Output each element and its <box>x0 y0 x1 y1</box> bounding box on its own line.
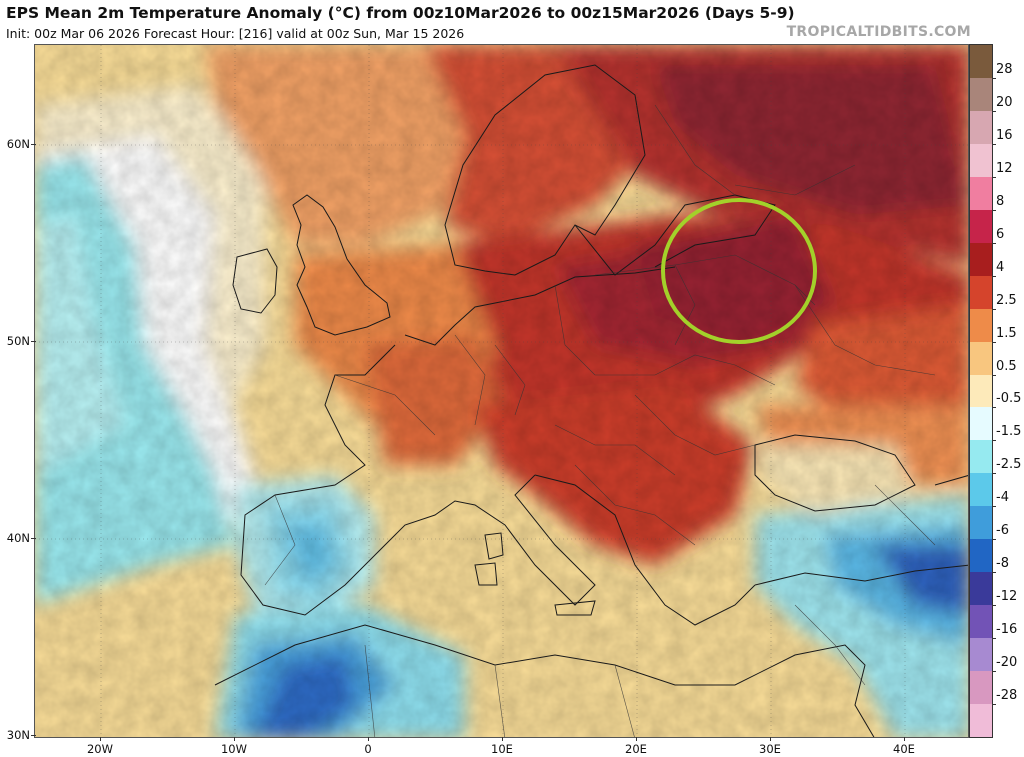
colorbar-label: -1.5 <box>996 424 1022 440</box>
colorbar-segment <box>970 374 992 408</box>
colorbar-tick <box>993 209 996 211</box>
colorbar-tick <box>993 77 996 79</box>
colorbar-tick <box>993 407 996 409</box>
colorbar-segment <box>970 341 992 375</box>
colorbar-tick <box>993 473 996 475</box>
colorbar-segment <box>970 671 992 705</box>
lat-label-50n: 50N <box>0 334 36 348</box>
colorbar-label: -4 <box>996 490 1009 506</box>
colorbar-tick <box>993 704 996 706</box>
colorbar-label: -6 <box>996 523 1009 539</box>
colorbar-tick <box>993 110 996 112</box>
lon-label-40e: 40E <box>884 737 924 756</box>
colorbar-segment <box>970 638 992 672</box>
colorbar-tick <box>993 572 996 574</box>
colorbar-tick <box>993 440 996 442</box>
colorbar-label: 0.5 <box>996 358 1017 374</box>
lat-label-60n: 60N <box>0 137 36 151</box>
colorbar-label: -20 <box>996 655 1018 671</box>
colorbar-tick <box>993 638 996 640</box>
colorbar-segment <box>970 539 992 573</box>
colorbar-label: -16 <box>996 622 1018 638</box>
colorbar-segment <box>970 143 992 178</box>
colorbar-segment <box>970 209 992 244</box>
colorbar-label: -8 <box>996 556 1009 572</box>
colorbar-segment <box>970 407 992 441</box>
colorbar-label: -12 <box>996 589 1018 605</box>
map-title: EPS Mean 2m Temperature Anomaly (°C) fro… <box>6 4 795 22</box>
colorbar-segment <box>970 45 992 79</box>
texture-overlay <box>35 45 968 737</box>
colorbar-tick <box>993 341 996 343</box>
colorbar-label: -28 <box>996 688 1018 704</box>
colorbar-tick <box>993 506 996 508</box>
colorbar <box>969 44 993 738</box>
colorbar-tick <box>993 242 996 244</box>
colorbar-tick <box>993 308 996 310</box>
colorbar-label: 12 <box>996 160 1013 176</box>
brand-watermark: TROPICALTIDBITS.COM <box>786 24 971 40</box>
colorbar-segment <box>970 110 992 145</box>
lon-label-20e: 20E <box>616 737 656 756</box>
colorbar-segment <box>970 704 992 738</box>
colorbar-tick <box>993 176 996 178</box>
lon-label-20w: 20W <box>80 737 120 756</box>
map-subtitle: Init: 00z Mar 06 2026 Forecast Hour: [21… <box>6 26 465 41</box>
coastlines <box>214 64 968 737</box>
colorbar-segment <box>970 473 992 507</box>
colorbar-label: -0.5 <box>996 391 1022 407</box>
lon-label-10e: 10E <box>482 737 522 756</box>
colorbar-tick <box>993 539 996 541</box>
colorbar-segment <box>970 440 992 474</box>
colorbar-segment <box>970 275 992 310</box>
colorbar-label: 6 <box>996 226 1005 242</box>
colorbar-label: 2.5 <box>996 292 1017 308</box>
map-canvas <box>35 45 968 737</box>
colorbar-segment <box>970 605 992 639</box>
colorbar-segment <box>970 506 992 540</box>
colorbar-segment <box>970 242 992 277</box>
colorbar-label: 28 <box>996 61 1013 77</box>
colorbar-label: -2.5 <box>996 457 1022 473</box>
colorbar-tick <box>993 671 996 673</box>
colorbar-segment <box>970 572 992 606</box>
lat-label-30n: 30N <box>0 728 36 742</box>
colorbar-label: 16 <box>996 127 1013 143</box>
lat-label-40n: 40N <box>0 531 36 545</box>
colorbar-label: 1.5 <box>996 325 1017 341</box>
colorbar-label: 4 <box>996 259 1005 275</box>
colorbar-tick <box>993 605 996 607</box>
colorbar-label: 20 <box>996 94 1013 110</box>
colorbar-segment <box>970 176 992 211</box>
highlight-circle <box>661 198 817 344</box>
anomaly-map <box>34 44 969 738</box>
lon-label-0: 0 <box>348 737 388 756</box>
colorbar-segment <box>970 308 992 343</box>
colorbar-tick <box>993 275 996 277</box>
colorbar-segment <box>970 77 992 112</box>
colorbar-label: 8 <box>996 193 1005 209</box>
lon-label-30e: 30E <box>750 737 790 756</box>
lon-label-10w: 10W <box>214 737 254 756</box>
colorbar-tick <box>993 143 996 145</box>
colorbar-tick <box>993 374 996 376</box>
